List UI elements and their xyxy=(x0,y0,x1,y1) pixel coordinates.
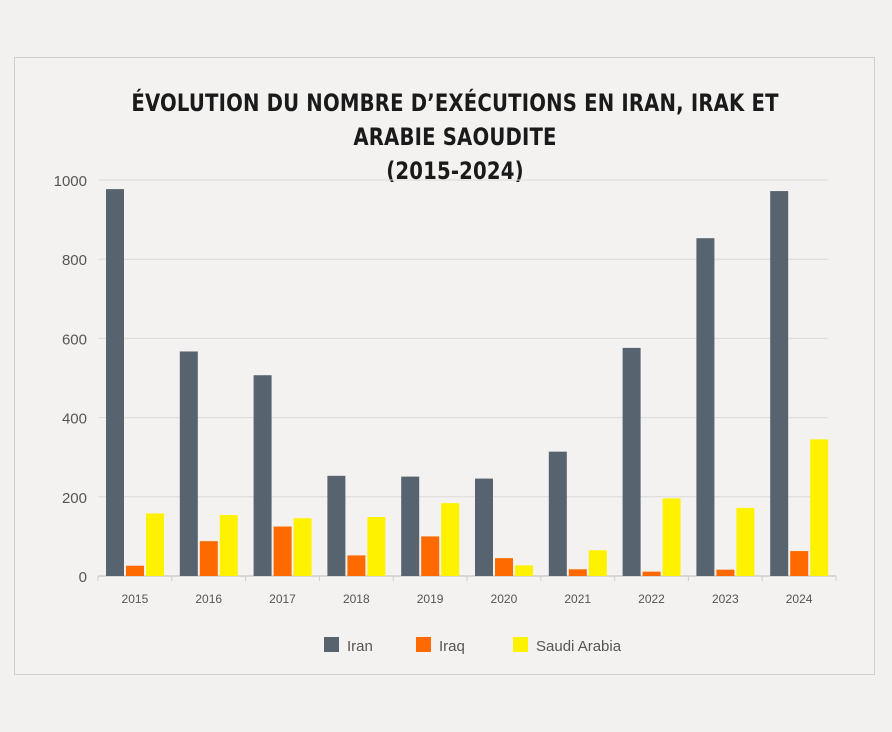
legend-label: Iran xyxy=(347,638,373,655)
x-tick-label: 2019 xyxy=(417,592,444,606)
bar-iraq xyxy=(716,569,735,576)
bar-iraq xyxy=(347,555,366,576)
bar-iran xyxy=(253,375,272,576)
bar-saudi-arabia xyxy=(588,550,607,576)
bar-saudi-arabia xyxy=(662,498,681,576)
y-tick-label: 200 xyxy=(62,490,87,507)
bar-iran xyxy=(106,189,124,576)
bar-iran xyxy=(770,191,789,576)
y-tick-label: 800 xyxy=(62,252,87,269)
bar-iraq xyxy=(421,536,440,576)
bar-iran xyxy=(622,347,641,576)
bar-saudi-arabia xyxy=(736,507,755,576)
bar-iran xyxy=(401,476,420,576)
bar-iraq xyxy=(199,541,218,576)
bar-iraq xyxy=(273,526,292,576)
legend-swatch xyxy=(513,637,528,652)
bar-saudi-arabia xyxy=(515,565,533,576)
legend-swatch xyxy=(324,637,339,652)
x-tick-label: 2021 xyxy=(564,592,591,606)
x-tick-label: 2022 xyxy=(638,592,665,606)
legend-label: Saudi Arabia xyxy=(536,638,622,655)
y-tick-label: 600 xyxy=(62,331,87,348)
bar-iraq xyxy=(642,571,661,576)
x-tick-label: 2020 xyxy=(491,592,518,606)
x-tick-label: 2017 xyxy=(269,592,296,606)
bar-iran xyxy=(327,475,346,576)
bar-iran xyxy=(548,451,567,576)
bar-iran xyxy=(179,351,198,576)
y-tick-label: 400 xyxy=(62,411,87,428)
bar-saudi-arabia xyxy=(441,503,460,576)
bar-iraq xyxy=(790,551,809,576)
x-tick-label: 2023 xyxy=(712,592,739,606)
bar-saudi-arabia xyxy=(810,439,829,576)
bar-iraq xyxy=(495,558,513,576)
bar-saudi-arabia xyxy=(219,515,238,576)
bar-iran xyxy=(696,238,715,576)
chart-title-line1: ÉVOLUTION DU NOMBRE D’EXÉCUTIONS EN IRAN… xyxy=(131,89,779,151)
bar-iraq xyxy=(126,565,144,576)
bar-iran xyxy=(475,478,493,576)
bar-saudi-arabia xyxy=(146,513,164,576)
legend-swatch xyxy=(416,637,431,652)
y-tick-label: 0 xyxy=(79,569,87,586)
x-tick-label: 2016 xyxy=(195,592,222,606)
bar-saudi-arabia xyxy=(367,516,386,576)
legend-label: Iraq xyxy=(439,638,465,655)
x-tick-label: 2018 xyxy=(343,592,370,606)
y-tick-label: 1000 xyxy=(54,173,87,190)
x-tick-label: 2015 xyxy=(122,592,149,606)
bar-saudi-arabia xyxy=(293,518,312,576)
bar-iraq xyxy=(568,569,587,576)
x-tick-label: 2024 xyxy=(786,592,813,606)
